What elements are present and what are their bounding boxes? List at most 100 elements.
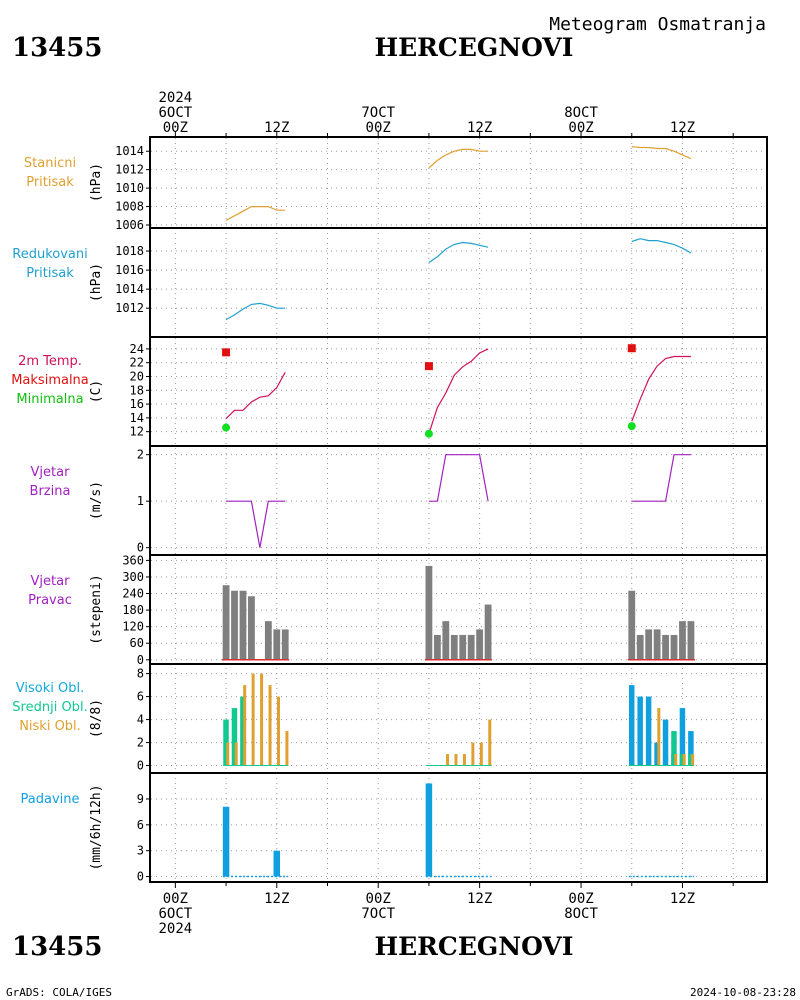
cloud-bar-visoki-obl- (679, 708, 686, 766)
station-id-top: 13455 (12, 33, 102, 63)
time-label-bottom: 12Z (264, 891, 289, 907)
panel-unit-label: (mm/6h/12h) (89, 784, 104, 870)
series-line-brzina (428, 454, 489, 502)
time-label-bottom: 12Z (467, 891, 492, 907)
y-tick-label: 22 (130, 356, 144, 370)
time-label-bottom: 7OCT (361, 906, 395, 922)
cloud-bar-srednji-obl- (231, 708, 238, 766)
bar-padavine (425, 783, 433, 877)
cloud-bar-srednji-obl- (223, 719, 229, 766)
panel-legend-label: Visoki Obl. (16, 681, 84, 696)
y-tick-label: 360 (122, 553, 144, 567)
series-line-temp (631, 355, 691, 422)
bar-padavine (273, 850, 281, 877)
data-layer (222, 146, 695, 878)
y-tick-label: 120 (122, 620, 144, 634)
series-line-brzina (226, 500, 286, 548)
panel-legend-label: Pritisak (26, 175, 74, 190)
panel-unit-label: (hPa) (89, 263, 104, 302)
panel-legend-label: Vjetar (31, 465, 71, 480)
time-label-top: 6OCT (158, 105, 192, 121)
y-tick-label: 2 (137, 736, 144, 750)
time-label-top: 00Z (568, 120, 593, 136)
y-tick-label: 60 (130, 636, 144, 650)
series-line-redukovani (428, 241, 489, 263)
y-tick-label: 1 (137, 494, 144, 508)
text-layer: 13455 HERCEGNOVI Meteogram Osmatranja 13… (6, 14, 796, 999)
panel-unit-label: (C) (89, 380, 104, 403)
cloud-bar-niski-obl- (234, 742, 238, 766)
time-label-bottom: 8OCT (564, 906, 598, 922)
y-tick-label: 6 (137, 690, 144, 704)
max-temp-marker (222, 348, 231, 357)
cloud-bar-niski-obl- (276, 696, 280, 766)
cloud-bar-visoki-obl- (637, 696, 643, 766)
y-tick-label: 6 (137, 818, 144, 832)
cloud-bar-srednji-obl- (240, 696, 246, 766)
cloud-bar-niski-obl- (462, 754, 466, 766)
cloud-bar-visoki-obl- (688, 731, 694, 766)
time-label-top: 2024 (158, 90, 192, 106)
bar-pravac (231, 590, 238, 660)
time-label-bottom: 2024 (158, 921, 192, 937)
y-tick-label: 4 (137, 713, 144, 727)
time-label-bottom: 12Z (670, 891, 695, 907)
cloud-bar-srednji-obl- (679, 754, 686, 766)
cloud-bar-niski-obl- (471, 742, 475, 766)
cloud-bar-niski-obl- (479, 742, 483, 766)
time-label-top: 12Z (670, 120, 695, 136)
panel-legend-label: Niski Obl. (19, 719, 81, 734)
panel-unit-label: (stepeni) (89, 574, 104, 644)
series-line-stanicni (631, 146, 692, 160)
bar-pravac (273, 629, 281, 660)
bar-pravac (222, 585, 230, 660)
y-tick-label: 1014 (115, 282, 144, 296)
panel-legend-label: 2m Temp. (18, 354, 82, 369)
bar-pravac (433, 634, 441, 660)
y-tick-label: 0 (137, 653, 144, 667)
y-tick-label: 300 (122, 570, 144, 584)
cloud-bar-visoki-obl- (662, 719, 669, 766)
cloud-bar-niski-obl- (446, 754, 450, 766)
min-temp-marker (424, 429, 433, 438)
panel-legend-label: Vjetar (31, 574, 71, 589)
y-tick-label: 1006 (115, 218, 144, 232)
panel-legend-label: Minimalna (16, 392, 83, 407)
chart-frame (149, 136, 768, 883)
cloud-bar-niski-obl- (674, 754, 678, 766)
y-tick-label: 1012 (115, 163, 144, 177)
bar-pravac (628, 590, 636, 660)
panel-legend-label: Pritisak (26, 266, 74, 281)
series-line-stanicni (225, 206, 286, 221)
bar-pravac (467, 634, 475, 660)
frame-layer (146, 131, 768, 888)
panel-legend-label: Brzina (30, 484, 71, 499)
cloud-bar-niski-obl- (268, 685, 272, 766)
bar-pravac (645, 629, 653, 660)
panel-legend-label: Padavine (21, 792, 80, 807)
time-label-bottom: 6OCT (158, 906, 192, 922)
y-tick-label: 8 (137, 667, 144, 681)
bar-pravac (442, 621, 450, 660)
cloud-bar-niski-obl- (243, 685, 247, 766)
y-tick-label: 1010 (115, 181, 144, 195)
bar-pravac (450, 634, 458, 660)
bar-pravac (239, 590, 247, 660)
bar-pravac (662, 634, 669, 660)
render-timestamp: 2024-10-08-23:28 (690, 986, 796, 999)
time-label-bottom: 00Z (163, 891, 188, 907)
time-label-top: 7OCT (361, 105, 395, 121)
y-tick-label: 24 (130, 342, 144, 356)
bar-pravac (679, 621, 686, 660)
time-label-bottom: 00Z (366, 891, 391, 907)
panel-legend-label: Stanicni (24, 156, 76, 171)
y-tick-label: 0 (137, 541, 144, 555)
panel-legend-label: Pravac (28, 593, 72, 608)
time-label-top: 00Z (366, 120, 391, 136)
time-label-top: 12Z (467, 120, 492, 136)
cloud-bar-niski-obl- (488, 719, 492, 766)
cloud-bar-niski-obl- (691, 754, 695, 766)
y-tick-label: 2 (137, 448, 144, 462)
series-line-redukovani (225, 302, 286, 321)
